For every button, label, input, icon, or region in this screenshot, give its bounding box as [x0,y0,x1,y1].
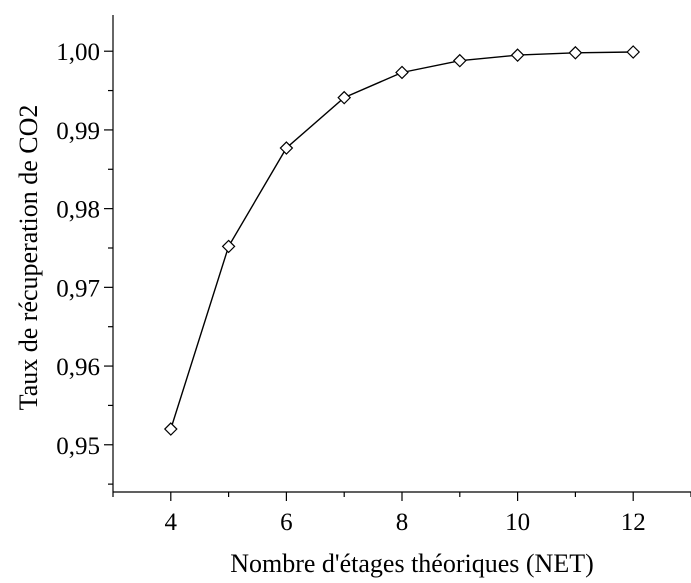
x-tick-label: 4 [165,509,178,536]
x-tick-label: 8 [396,509,409,536]
x-tick-label: 6 [280,509,293,536]
x-axis-title: Nombre d'étages théoriques (NET) [230,549,594,578]
data-point-marker [510,48,525,62]
chart-axes: 4 6 8 10 12 0,95 0,96 0,97 0,98 0,99 1,00 [56,15,691,536]
data-point-marker [221,239,236,254]
y-tick-label: 0,96 [56,354,100,381]
y-tick-label: 0,95 [56,433,100,460]
y-tick-label: 1,00 [56,39,100,66]
y-tick-label: 0,97 [56,275,100,302]
data-point-marker [568,45,583,60]
data-point-marker [626,45,641,59]
data-point-marker [337,90,352,105]
y-tick-label: 0,99 [56,118,100,145]
y-axis-title: Taux de récuperation de CO2 [14,105,43,411]
data-point-marker [452,53,467,68]
x-tick-label: 12 [621,509,646,536]
data-point-marker [163,422,178,436]
x-tick-label: 10 [505,509,530,536]
chart-plot-area [163,45,641,436]
y-tick-label: 0,98 [56,197,100,224]
series-line [170,51,634,430]
data-point-marker [395,65,409,80]
data-point-marker [279,141,294,155]
